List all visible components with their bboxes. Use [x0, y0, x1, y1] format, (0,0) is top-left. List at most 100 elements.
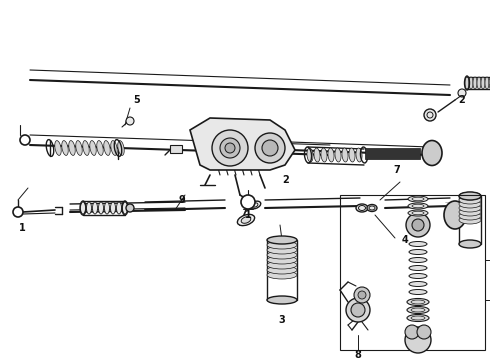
Ellipse shape — [459, 208, 481, 216]
Text: 2: 2 — [459, 95, 466, 105]
Circle shape — [354, 287, 370, 303]
Text: 4: 4 — [402, 235, 408, 245]
Ellipse shape — [267, 261, 297, 269]
Ellipse shape — [80, 202, 85, 214]
Ellipse shape — [104, 202, 109, 214]
Ellipse shape — [267, 241, 297, 249]
Ellipse shape — [321, 148, 327, 162]
Ellipse shape — [459, 212, 481, 220]
Circle shape — [406, 213, 430, 237]
Text: 8: 8 — [355, 350, 362, 360]
Ellipse shape — [465, 77, 469, 89]
Ellipse shape — [111, 141, 117, 156]
Circle shape — [262, 140, 278, 156]
Ellipse shape — [356, 148, 362, 162]
Circle shape — [458, 89, 466, 97]
Circle shape — [212, 130, 248, 166]
Ellipse shape — [459, 216, 481, 224]
Ellipse shape — [55, 141, 61, 156]
Ellipse shape — [459, 204, 481, 212]
Ellipse shape — [422, 140, 442, 166]
Ellipse shape — [267, 271, 297, 279]
Ellipse shape — [104, 141, 110, 156]
Circle shape — [351, 303, 365, 317]
Ellipse shape — [411, 316, 425, 320]
Ellipse shape — [83, 141, 89, 156]
Text: 9: 9 — [179, 195, 185, 205]
Circle shape — [20, 135, 30, 145]
Circle shape — [412, 219, 424, 231]
Ellipse shape — [409, 249, 427, 255]
Ellipse shape — [307, 148, 313, 162]
Ellipse shape — [409, 257, 427, 262]
Ellipse shape — [118, 141, 124, 156]
Ellipse shape — [477, 77, 481, 89]
Ellipse shape — [408, 210, 428, 216]
Circle shape — [220, 138, 240, 158]
Ellipse shape — [356, 204, 368, 212]
Ellipse shape — [473, 77, 477, 89]
Ellipse shape — [407, 306, 429, 314]
Ellipse shape — [314, 148, 320, 162]
Ellipse shape — [267, 296, 297, 304]
Ellipse shape — [409, 266, 427, 270]
Bar — [340, 195, 485, 350]
Text: 1: 1 — [19, 223, 25, 233]
Ellipse shape — [87, 202, 92, 214]
Ellipse shape — [444, 201, 466, 229]
Bar — [365, 148, 420, 159]
Ellipse shape — [69, 141, 75, 156]
Ellipse shape — [76, 141, 82, 156]
Circle shape — [405, 325, 419, 339]
Text: 1: 1 — [245, 210, 251, 220]
Ellipse shape — [489, 77, 490, 89]
Polygon shape — [190, 118, 295, 170]
Circle shape — [417, 325, 431, 339]
Ellipse shape — [335, 148, 341, 162]
Ellipse shape — [111, 202, 116, 214]
Ellipse shape — [97, 141, 103, 156]
Circle shape — [126, 117, 134, 125]
Ellipse shape — [407, 315, 429, 321]
Ellipse shape — [409, 282, 427, 287]
Ellipse shape — [237, 215, 255, 226]
Circle shape — [13, 207, 23, 217]
Ellipse shape — [469, 77, 473, 89]
Ellipse shape — [267, 251, 297, 259]
Ellipse shape — [459, 200, 481, 208]
Circle shape — [346, 298, 370, 322]
Circle shape — [255, 133, 285, 163]
Ellipse shape — [409, 289, 427, 294]
Ellipse shape — [459, 192, 481, 200]
Ellipse shape — [241, 217, 251, 223]
Text: 3: 3 — [489, 78, 490, 88]
Ellipse shape — [90, 141, 96, 156]
Ellipse shape — [267, 256, 297, 264]
Ellipse shape — [459, 240, 481, 248]
Ellipse shape — [481, 77, 485, 89]
Text: 5: 5 — [134, 95, 140, 105]
Ellipse shape — [408, 203, 428, 209]
Text: 3: 3 — [279, 315, 285, 325]
Circle shape — [358, 291, 366, 299]
Circle shape — [241, 195, 255, 209]
Ellipse shape — [459, 192, 481, 200]
Ellipse shape — [409, 242, 427, 247]
Ellipse shape — [367, 204, 377, 211]
Text: 7: 7 — [393, 165, 400, 175]
Bar — [170, 145, 182, 153]
Ellipse shape — [342, 148, 348, 162]
Ellipse shape — [267, 236, 297, 244]
Ellipse shape — [122, 202, 127, 214]
Circle shape — [225, 143, 235, 153]
Circle shape — [405, 327, 431, 353]
Ellipse shape — [328, 148, 334, 162]
Text: 2: 2 — [283, 175, 290, 185]
Ellipse shape — [409, 274, 427, 279]
Ellipse shape — [411, 300, 425, 304]
Ellipse shape — [459, 196, 481, 204]
Ellipse shape — [408, 196, 428, 202]
Ellipse shape — [93, 202, 98, 214]
Ellipse shape — [98, 202, 103, 214]
Ellipse shape — [267, 246, 297, 254]
